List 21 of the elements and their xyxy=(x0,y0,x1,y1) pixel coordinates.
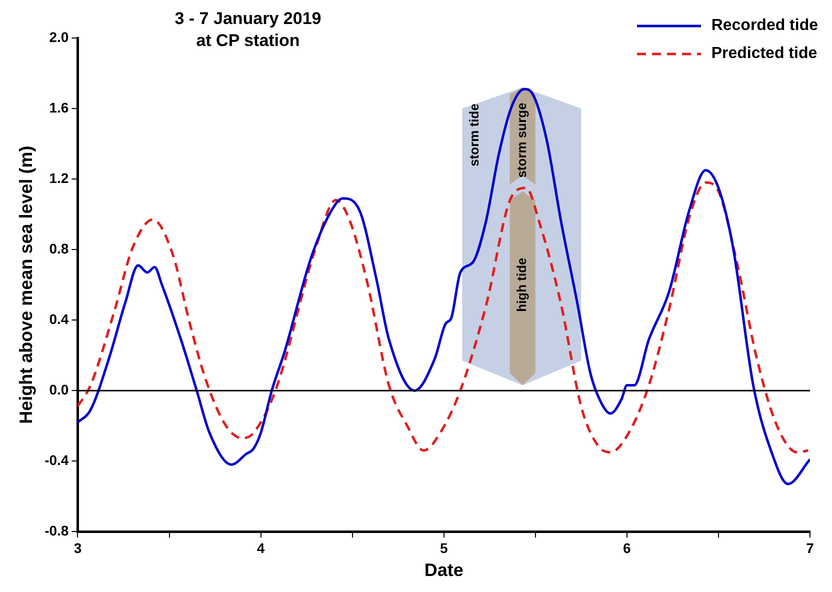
x-tick-label: 4 xyxy=(256,540,265,556)
annotation: storm tide xyxy=(466,104,482,166)
y-axis-title: Height above mean sea level (m) xyxy=(16,146,36,424)
annotation: storm surge xyxy=(514,102,530,178)
legend-label: Predicted tide xyxy=(711,45,818,63)
y-tick-label: 0.0 xyxy=(49,381,69,398)
y-tick-label: 1.6 xyxy=(49,99,69,116)
x-tick-label: 6 xyxy=(623,540,632,556)
y-tick-label: 1.2 xyxy=(49,170,69,186)
chart-title: 3 - 7 January 2019 at CP station xyxy=(174,8,322,52)
y-tick-label: -0.4 xyxy=(44,452,69,468)
annotation: high tide xyxy=(514,258,530,312)
y-tick-label: 0.4 xyxy=(49,310,69,327)
x-axis-title: Date xyxy=(424,560,464,580)
legend-label: Recorded tide xyxy=(711,17,818,35)
x-tick-label: 5 xyxy=(440,540,448,556)
y-tick-label: 2.0 xyxy=(49,28,69,45)
y-tick-label: 0.8 xyxy=(49,240,69,256)
y-tick-label: -0.8 xyxy=(44,522,69,538)
x-tick-label: 7 xyxy=(806,540,814,556)
x-tick-label: 3 xyxy=(74,540,82,556)
